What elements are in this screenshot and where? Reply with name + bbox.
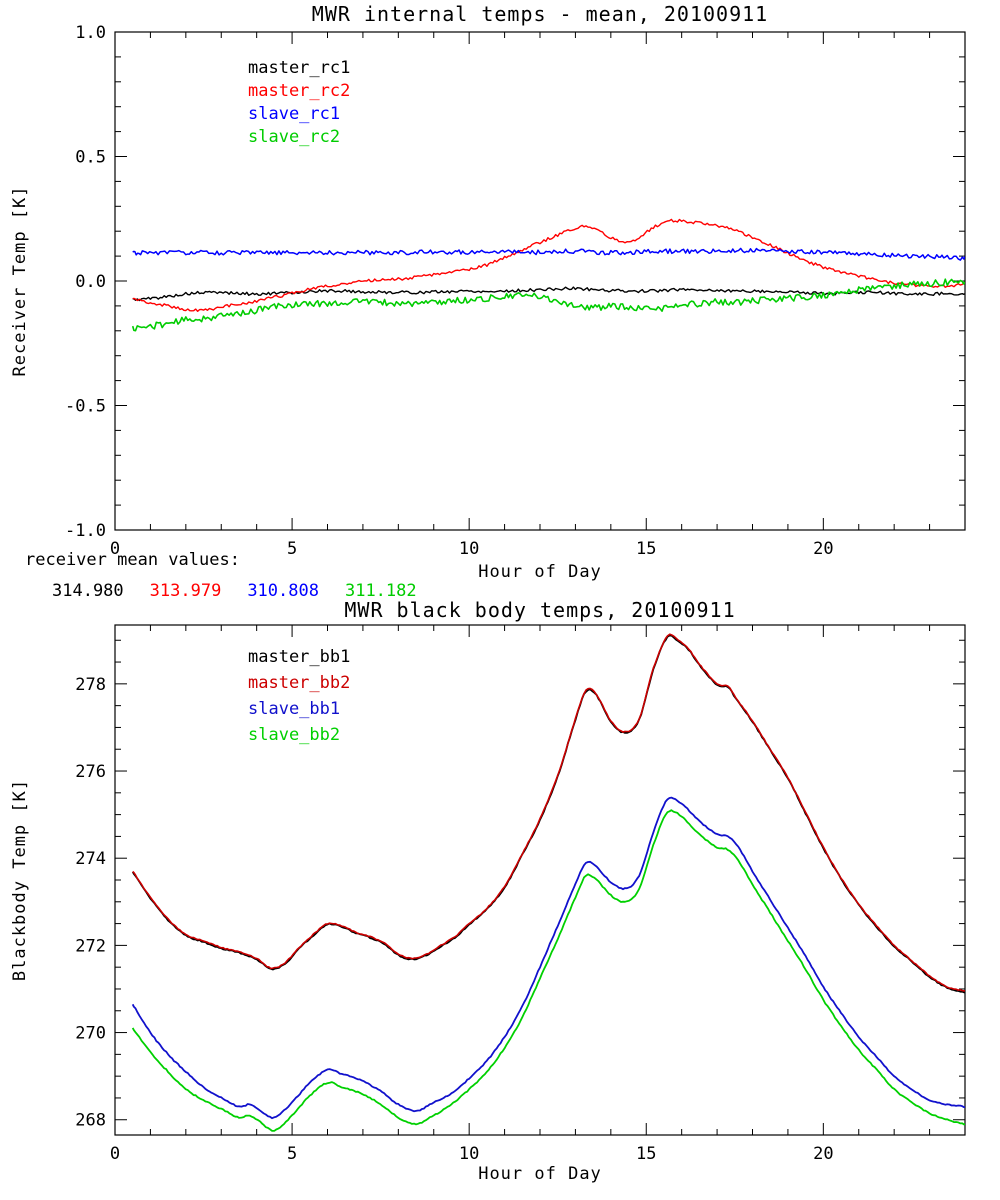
svg-text:-0.5: -0.5 <box>65 397 106 417</box>
receiver-mean-values: 314.980 313.979 310.808 311.182 <box>52 581 417 601</box>
svg-text:278: 278 <box>75 675 106 695</box>
svg-text:15: 15 <box>636 539 656 559</box>
bottom-yaxis-label: Blackbody Temp [K] <box>10 778 30 982</box>
legend-item-slave-bb1: slave_bb1 <box>248 699 341 719</box>
svg-text:5: 5 <box>287 539 297 559</box>
legend-item-slave-bb2: slave_bb2 <box>248 725 341 745</box>
mean-value-master-rc2: 313.979 <box>149 581 222 601</box>
top-legend: master_rc1 master_rc2 slave_rc1 slave_rc… <box>248 57 350 149</box>
svg-text:10: 10 <box>459 539 479 559</box>
bottom-legend: master_bb1 master_bb2 slave_bb1 slave_bb… <box>248 644 350 748</box>
legend-item-master-bb2: master_bb2 <box>248 673 351 693</box>
svg-text:20: 20 <box>813 1144 833 1164</box>
svg-text:268: 268 <box>75 1111 106 1131</box>
svg-text:0.5: 0.5 <box>75 148 106 168</box>
legend-item-slave-rc1: slave_rc1 <box>248 104 341 124</box>
svg-text:15: 15 <box>636 1144 656 1164</box>
svg-text:20: 20 <box>813 539 833 559</box>
legend-item-master-rc2: master_rc2 <box>248 81 351 101</box>
mean-value-master-rc1: 314.980 <box>52 581 124 601</box>
top-xaxis-label: Hour of Day <box>478 562 602 582</box>
legend-item-master-bb1: master_bb1 <box>248 647 351 667</box>
receiver-mean-values-label: receiver mean values: <box>25 550 240 570</box>
svg-text:272: 272 <box>75 936 106 956</box>
svg-text:274: 274 <box>75 849 106 869</box>
svg-text:1.0: 1.0 <box>75 23 106 43</box>
svg-text:0: 0 <box>110 1144 120 1164</box>
svg-text:276: 276 <box>75 762 106 782</box>
legend-item-slave-rc2: slave_rc2 <box>248 127 341 147</box>
svg-text:-1.0: -1.0 <box>65 521 106 541</box>
bottom-xaxis-label: Hour of Day <box>478 1164 602 1184</box>
legend-item-master-rc1: master_rc1 <box>248 58 351 78</box>
mean-value-slave-rc2: 311.182 <box>344 581 417 601</box>
top-chart-title: MWR internal temps - mean, 20100911 <box>311 2 769 26</box>
svg-text:5: 5 <box>287 1144 297 1164</box>
svg-text:270: 270 <box>75 1024 106 1044</box>
svg-text:0.0: 0.0 <box>75 272 106 292</box>
svg-text:0: 0 <box>110 539 120 559</box>
bottom-chart-title: MWR black body temps, 20100911 <box>344 598 736 622</box>
top-yaxis-label: Receiver Temp [K] <box>10 185 30 377</box>
mean-value-slave-rc1: 310.808 <box>247 581 319 601</box>
svg-text:10: 10 <box>459 1144 479 1164</box>
